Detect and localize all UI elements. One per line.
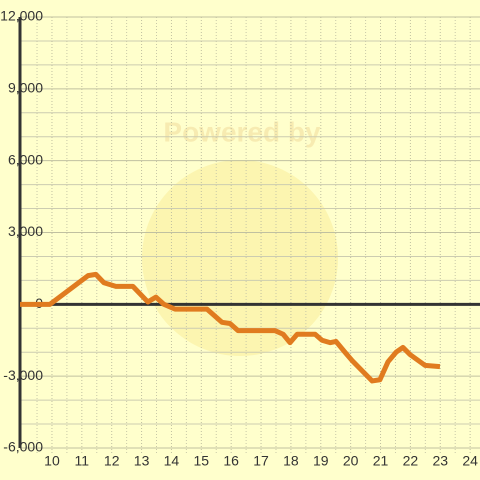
y-tick-label: 3,000: [8, 223, 43, 239]
y-tick-label: 12,000: [0, 8, 43, 24]
x-tick-label: 17: [253, 453, 269, 469]
watermark: Powered by: [163, 116, 321, 147]
data-line: [20, 271, 441, 384]
x-tick-label: 23: [432, 453, 448, 469]
y-tick-label: -6,000: [3, 439, 43, 455]
x-tick-label: 10: [44, 453, 60, 469]
x-tick-label: 22: [403, 453, 419, 469]
x-tick-label: 21: [373, 453, 389, 469]
x-tick-label: 24: [462, 453, 478, 469]
x-tick-label: 14: [164, 453, 180, 469]
x-tick-label: 19: [313, 453, 329, 469]
x-tick-label: 13: [134, 453, 150, 469]
y-tick-label: 6,000: [8, 151, 43, 167]
x-tick-label: 12: [104, 453, 120, 469]
y-tick-label: 9,000: [8, 80, 43, 96]
x-tick-label: 18: [283, 453, 299, 469]
x-tick-label: 15: [194, 453, 210, 469]
y-tick-label: -3,000: [3, 367, 43, 383]
x-tick-label: 20: [343, 453, 359, 469]
x-tick-label: 11: [75, 453, 90, 469]
x-tick-label: 16: [223, 453, 239, 469]
